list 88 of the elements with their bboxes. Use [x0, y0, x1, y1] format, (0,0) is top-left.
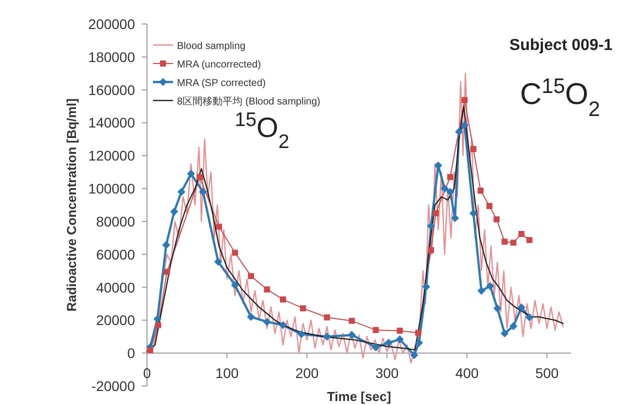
- y-tick-label: 200000: [88, 16, 136, 32]
- point: [455, 128, 463, 136]
- point: [216, 224, 222, 230]
- point: [410, 351, 418, 360]
- point: [427, 222, 435, 230]
- point: [231, 281, 239, 290]
- point: [470, 146, 476, 152]
- point: [232, 250, 238, 256]
- x-tick-label: 200: [295, 365, 319, 382]
- point: [500, 329, 509, 338]
- point: [279, 321, 287, 330]
- point: [324, 314, 330, 320]
- point: [153, 315, 162, 324]
- point: [502, 238, 508, 245]
- x-tick-label: 100: [215, 365, 239, 382]
- point: [372, 327, 379, 334]
- legend-label: MRA (SP corrected): [177, 78, 266, 89]
- y-tick-label: 160000: [88, 82, 136, 98]
- point: [428, 247, 434, 254]
- legend-label: Blood sampling: [177, 41, 246, 52]
- legend-label: MRA (uncorrected): [177, 60, 261, 70]
- point: [460, 121, 469, 130]
- annotation: $^{15}$O$_{2}$: [234, 109, 290, 153]
- y-tick-label: 140000: [88, 114, 136, 131]
- point: [486, 202, 492, 209]
- point: [147, 347, 154, 354]
- point: [187, 170, 195, 178]
- y-tick-label: 20000: [96, 312, 136, 328]
- y-tick-label: 120000: [88, 148, 136, 164]
- point: [396, 335, 404, 344]
- point: [440, 184, 449, 193]
- point: [164, 268, 170, 275]
- point: [396, 328, 403, 334]
- point: [348, 318, 355, 324]
- point: [510, 240, 516, 246]
- point: [469, 209, 478, 218]
- point: [177, 188, 186, 196]
- point: [509, 322, 518, 330]
- point: [477, 286, 486, 295]
- point: [518, 230, 524, 237]
- point: [297, 330, 306, 338]
- legend-label: 8区間移動平均 (Blood sampling): [177, 96, 320, 108]
- x-tick-label: 0: [143, 365, 152, 382]
- point: [415, 330, 422, 336]
- point: [478, 188, 484, 194]
- point: [280, 296, 286, 302]
- y-tick-label: 40000: [96, 279, 136, 296]
- point: [323, 332, 331, 341]
- point: [348, 330, 356, 339]
- point: [300, 305, 306, 312]
- point: [422, 282, 430, 291]
- y-tick-label: 60000: [96, 246, 136, 262]
- point: [525, 313, 534, 322]
- point: [451, 214, 459, 222]
- point: [446, 188, 454, 196]
- point: [517, 303, 526, 312]
- point: [155, 322, 162, 328]
- point: [372, 343, 380, 352]
- x-tick-label: 400: [455, 365, 479, 382]
- point: [162, 240, 170, 249]
- annotation: Subject 009-1: [509, 37, 613, 54]
- point: [199, 188, 207, 196]
- y-tick-label: 80000: [96, 213, 136, 230]
- point: [415, 338, 423, 347]
- point: [263, 318, 271, 326]
- point: [432, 210, 439, 216]
- point: [494, 216, 500, 222]
- point: [196, 174, 203, 180]
- x-tick-label: 500: [535, 365, 559, 382]
- x-tick-label: 300: [375, 365, 399, 382]
- annotation: C$^{15}$O$_{2}$: [520, 74, 600, 120]
- y-tick-label: 100000: [88, 180, 136, 197]
- x-axis-title: Time [sec]: [326, 389, 392, 404]
- y-tick-label: -20000: [91, 378, 136, 394]
- y-axis-title: Radioactive Concentration [Bq/ml]: [64, 98, 79, 312]
- point: [462, 97, 468, 104]
- point: [384, 338, 393, 347]
- y-tick-label: 180000: [88, 48, 136, 65]
- point: [486, 282, 494, 290]
- point: [264, 286, 270, 292]
- point: [170, 208, 178, 216]
- point: [247, 312, 255, 321]
- point: [493, 304, 502, 312]
- y-tick-label: 0: [127, 345, 136, 362]
- point: [214, 258, 222, 266]
- point: [248, 273, 254, 280]
- point: [447, 174, 454, 180]
- point: [526, 237, 532, 244]
